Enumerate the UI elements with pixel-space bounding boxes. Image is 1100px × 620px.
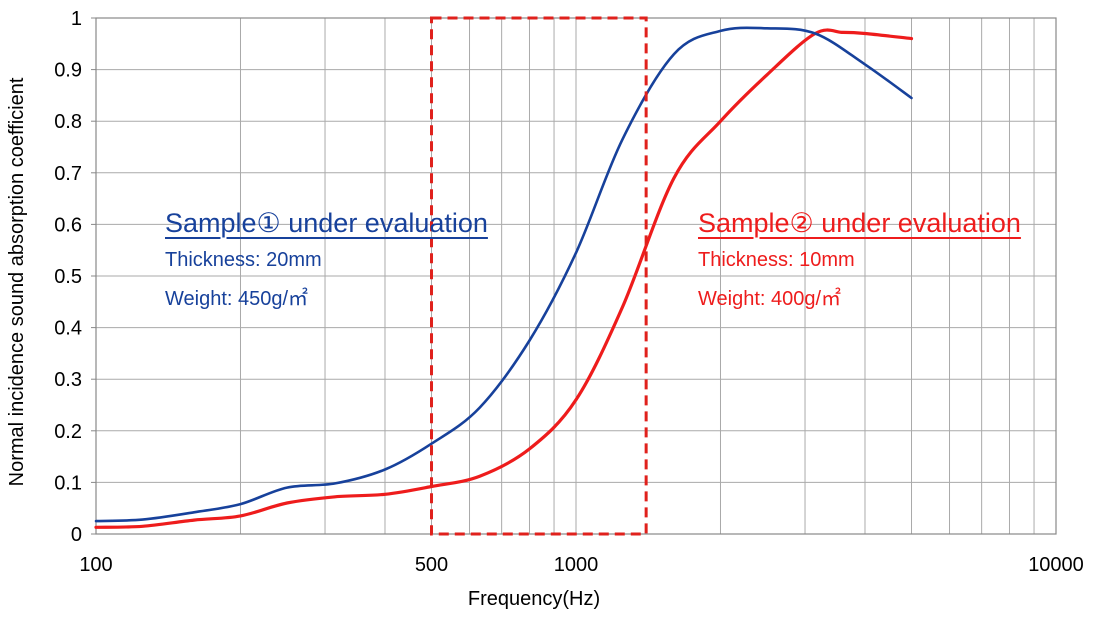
y-tick-label: 0.9 — [54, 60, 82, 82]
x-tick-label: 100 — [79, 554, 112, 576]
x-axis-title: Frequency(Hz) — [468, 588, 600, 610]
x-tick-label: 500 — [415, 554, 448, 576]
series-line-sample-2 — [94, 28, 914, 529]
sample-1-weight: Weight: 450g/㎡ — [165, 288, 309, 310]
y-tick-label: 0.6 — [54, 214, 82, 236]
y-axis-title: Normal incidence sound absorption coeffi… — [6, 77, 28, 486]
y-tick-label: 0.5 — [54, 266, 82, 288]
y-tick-label: 0.3 — [54, 369, 82, 391]
y-tick-label: 0.8 — [54, 111, 82, 133]
y-tick-label: 0.1 — [54, 472, 82, 494]
sample-2-weight: Weight: 400g/㎡ — [698, 288, 842, 310]
sample-2-annotation: Sample② under evaluation Thickness: 10mm… — [698, 208, 1021, 311]
sample-1-thickness: Thickness: 20mm — [165, 249, 322, 271]
y-tick-label: 1 — [71, 8, 82, 30]
y-tick-label: 0 — [71, 524, 82, 546]
y-tick-label: 0.4 — [54, 318, 82, 340]
sample-1-title: Sample① under evaluation — [165, 208, 488, 238]
sample-2-title: Sample② under evaluation — [698, 208, 1021, 238]
y-tick-label: 0.7 — [54, 163, 82, 185]
sample-2-thickness: Thickness: 10mm — [698, 249, 855, 271]
y-tick-label: 0.2 — [54, 421, 82, 443]
sample-1-annotation: Sample① under evaluation Thickness: 20mm… — [165, 208, 488, 311]
x-tick-label: 1000 — [554, 554, 599, 576]
highlight-region — [430, 16, 648, 536]
x-tick-label: 10000 — [1028, 554, 1084, 576]
series-line-sample-1 — [94, 26, 913, 523]
